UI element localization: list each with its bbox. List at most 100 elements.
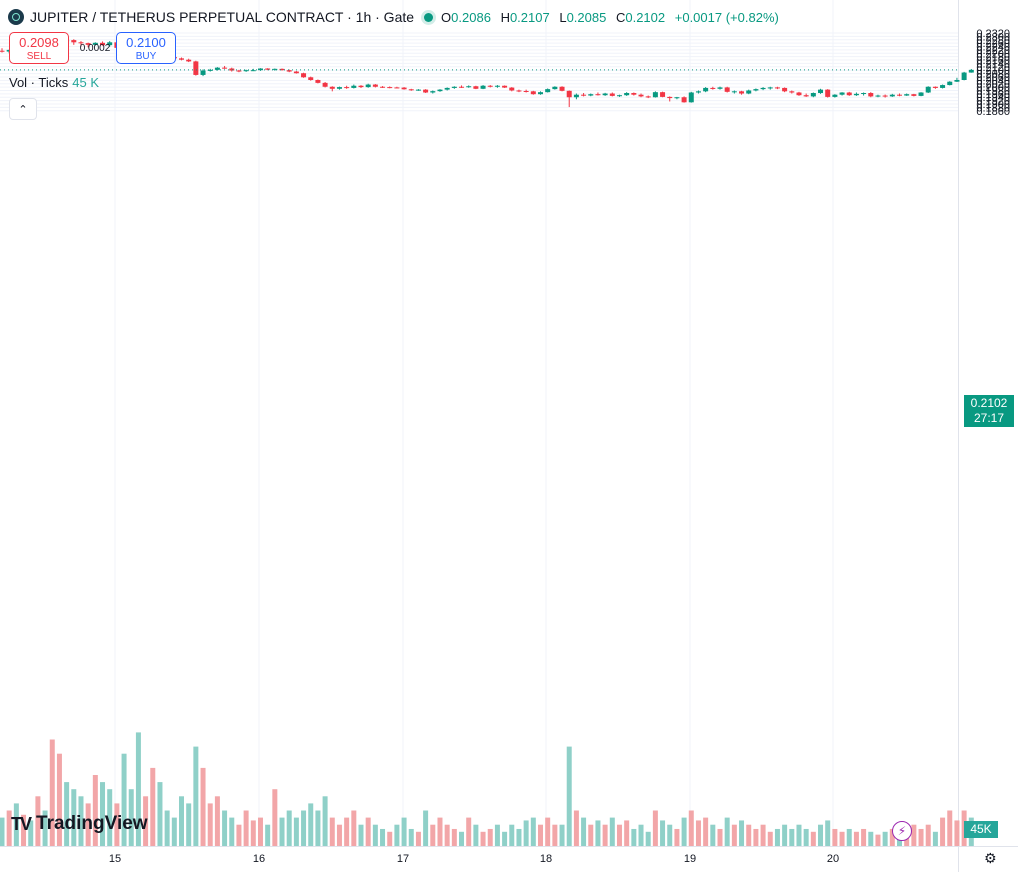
volume-bar — [42, 810, 48, 846]
volume-bar — [932, 831, 938, 846]
low-key: L — [559, 9, 567, 25]
candle-body — [315, 79, 321, 83]
candle-body — [286, 70, 292, 72]
volume-bar — [760, 824, 766, 846]
symbol-title[interactable]: JUPITER / TETHERUS PERPETUAL CONTRACT · … — [30, 9, 415, 25]
candle-body — [437, 89, 443, 92]
volume-bar — [394, 824, 400, 846]
candle-body — [832, 94, 838, 97]
volume-bar — [861, 828, 867, 846]
volume-bar — [164, 810, 170, 846]
candle-body — [925, 86, 931, 93]
volume-bar — [731, 824, 737, 846]
candle-body — [609, 93, 615, 96]
volume-bar — [13, 803, 19, 846]
candle-body — [293, 71, 299, 74]
volume-bar — [925, 824, 931, 846]
volume-bar — [954, 820, 960, 846]
volume-bar — [724, 817, 730, 846]
candle-body — [423, 89, 429, 93]
candle-body — [616, 95, 622, 97]
volume-bar — [616, 824, 622, 846]
candle-body — [71, 40, 77, 43]
volume-bar — [243, 810, 249, 846]
buy-price: 0.2100 — [126, 34, 166, 50]
sell-button[interactable]: 0.2098 SELL — [9, 32, 69, 64]
y-tick-label: 0.1900 — [976, 99, 1010, 111]
candle-body — [523, 90, 529, 92]
volume-bar — [451, 828, 457, 846]
logo-text: TradingView — [36, 813, 148, 834]
candle-body — [674, 97, 680, 99]
candle-body — [746, 90, 752, 94]
volume-legend[interactable]: Vol · Ticks 45 K — [9, 75, 99, 90]
x-tick-label: 15 — [109, 853, 121, 865]
volume-bar — [552, 824, 558, 846]
candle-body — [78, 42, 84, 44]
candle-body — [200, 70, 206, 75]
candle-body — [825, 89, 831, 97]
y-tick-label: 0.1880 — [976, 102, 1010, 114]
y-tick-label: 0.2020 — [976, 79, 1010, 91]
candle-body — [652, 92, 658, 98]
market-status-icon[interactable] — [424, 12, 434, 22]
volume-bar — [911, 824, 917, 846]
volume-bar — [868, 831, 874, 846]
collapse-legend-button[interactable]: ⌃ — [9, 98, 37, 120]
volume-bar — [358, 824, 364, 846]
volume-bar — [64, 782, 70, 846]
volume-bar — [739, 820, 745, 846]
tradingview-logo[interactable]: TV TradingView — [11, 813, 148, 835]
volume-bar — [832, 828, 838, 846]
volume-bar — [315, 810, 321, 846]
volume-bar — [272, 789, 278, 846]
chart-header: JUPITER / TETHERUS PERPETUAL CONTRACT · … — [8, 7, 785, 27]
volume-bar — [695, 820, 701, 846]
volume-bar — [329, 817, 335, 846]
volume-bar — [222, 810, 228, 846]
candle-body — [509, 87, 515, 91]
volume-bar — [351, 810, 357, 846]
volume-bar — [674, 828, 680, 846]
volume-bar — [35, 796, 41, 846]
time-axis[interactable]: 15 16 17 18 19 20 — [109, 853, 839, 865]
volume-bar — [875, 834, 881, 846]
volume-bar — [523, 820, 529, 846]
candle-body — [207, 69, 213, 71]
candle-body — [703, 87, 709, 92]
candle-body — [351, 85, 357, 88]
candle-body — [222, 67, 228, 69]
candle-body — [250, 70, 256, 72]
volume-bar — [818, 824, 824, 846]
y-tick-label: 0.1960 — [976, 89, 1010, 101]
volume-bar — [100, 782, 106, 846]
candle-body — [739, 91, 745, 94]
candle-body — [961, 72, 967, 80]
candle-body — [760, 87, 766, 90]
volume-bar — [918, 828, 924, 846]
buy-button[interactable]: 0.2100 BUY — [116, 32, 176, 64]
candle-body — [229, 68, 235, 71]
y-tick-label: 0.2100 — [976, 65, 1010, 77]
bolt-icon[interactable]: ⚡ — [892, 821, 912, 841]
candle-body — [573, 94, 579, 98]
volume-bar — [415, 831, 421, 846]
volume-bar — [6, 810, 12, 846]
volume-bar — [301, 810, 307, 846]
volume-bar — [336, 824, 342, 846]
candle-body — [796, 92, 802, 96]
last-price-label: 0.2102 27:17 — [964, 395, 1014, 427]
candle-body — [724, 87, 730, 92]
candle-body — [344, 87, 350, 89]
price-axis[interactable]: 0.23200.23000.22800.22600.22400.22200.22… — [976, 28, 1010, 118]
x-tick-label: 20 — [827, 853, 839, 865]
gear-icon[interactable]: ⚙ — [984, 850, 997, 866]
volume-bar — [545, 817, 551, 846]
candle-body — [257, 68, 263, 71]
volume-bar — [322, 796, 328, 846]
close-key: C — [615, 9, 626, 25]
volume-bar — [157, 782, 163, 846]
volume-bar — [530, 817, 536, 846]
